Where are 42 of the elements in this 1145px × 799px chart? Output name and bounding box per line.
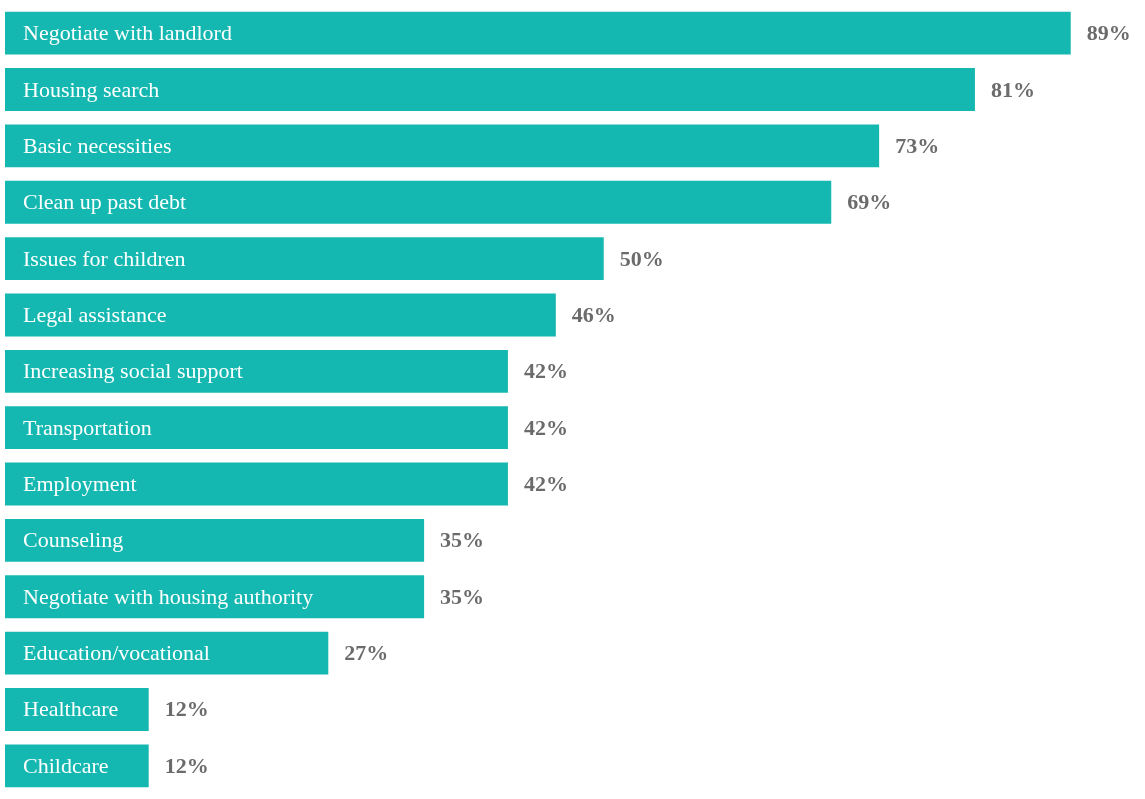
y-tick-label: Transportation <box>23 414 152 440</box>
bar <box>5 237 604 281</box>
y-tick-label: Issues for children <box>23 245 186 271</box>
data-label: 89% <box>1086 20 1131 46</box>
bar <box>5 349 508 393</box>
data-label: 42% <box>523 358 568 384</box>
y-tick-label: Basic necessities <box>23 132 172 158</box>
y-tick-label: Negotiate with landlord <box>23 20 232 46</box>
y-tick-label: Employment <box>23 471 137 497</box>
data-label: 73% <box>895 132 940 158</box>
bar <box>5 124 880 168</box>
bar <box>5 462 508 506</box>
data-label: 42% <box>523 471 568 497</box>
data-label: 42% <box>523 414 568 440</box>
y-tick-label: Negotiate with housing authority <box>23 583 314 609</box>
data-label: 46% <box>571 301 616 327</box>
y-tick-label: Legal assistance <box>23 301 167 327</box>
data-label: 12% <box>164 696 209 722</box>
bar <box>5 293 556 337</box>
bar <box>5 68 975 111</box>
bar <box>5 11 1071 55</box>
y-tick-label: Healthcare <box>23 696 119 722</box>
data-label: 81% <box>990 76 1035 102</box>
bar <box>5 406 508 450</box>
y-tick-label: Education/vocational <box>23 640 210 666</box>
y-tick-label: Clean up past debt <box>23 189 187 215</box>
data-label: 69% <box>847 189 892 215</box>
data-label: 35% <box>440 527 485 553</box>
y-tick-label: Counseling <box>23 527 124 553</box>
bar <box>5 744 149 788</box>
y-tick-label: Increasing social support <box>23 358 243 384</box>
bar <box>5 631 329 675</box>
bar <box>5 688 149 731</box>
y-tick-label: Housing search <box>23 76 160 102</box>
data-label: 50% <box>619 245 664 271</box>
bar <box>5 518 425 562</box>
data-label: 12% <box>164 752 209 778</box>
bar <box>5 575 425 619</box>
bar <box>5 180 832 224</box>
data-label: 35% <box>440 583 485 609</box>
y-tick-label: Childcare <box>23 752 109 778</box>
data-label: 27% <box>344 640 389 666</box>
